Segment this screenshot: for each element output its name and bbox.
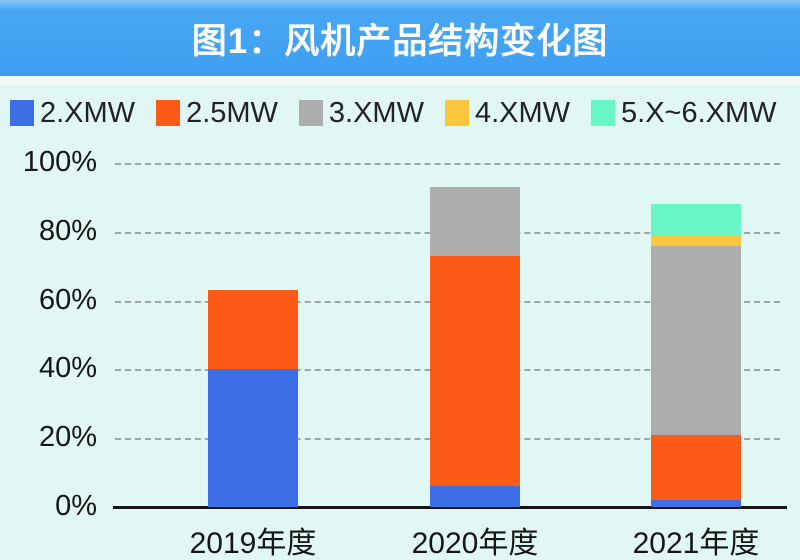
bar-2021年度-segment-4.XMW [651, 235, 741, 246]
bar-2020年度-segment-2.XMW [430, 486, 520, 507]
legend-label: 2.XMW [40, 96, 136, 129]
legend-label: 3.XMW [328, 96, 424, 129]
bar-2021年度-segment-2.5MW [651, 434, 741, 501]
y-tick-label: 60% [38, 283, 97, 316]
bar-2019年度-segment-2.XMW [208, 369, 298, 507]
legend-label: 5.X~6.XMW [621, 96, 777, 129]
legend-label: 2.5MW [186, 96, 278, 129]
bar-2021年度-segment-3.XMW [651, 245, 741, 435]
bar-2021年度-segment-5.X~6.XMW [651, 204, 741, 236]
y-tick-label: 80% [38, 214, 97, 247]
legend-item-4: 4.XMW [444, 96, 571, 130]
header-divider [0, 76, 800, 85]
y-tick-label: 20% [38, 421, 97, 454]
legend-item-1: 2.XMW [10, 97, 135, 130]
y-tick-label: 0% [55, 489, 97, 522]
legend-item-2: 2.5MW [156, 97, 278, 130]
orange-square-icon [156, 100, 181, 126]
x-axis-line [113, 506, 787, 509]
legend-label: 4.XMW [474, 96, 571, 129]
yellow-square-icon [444, 100, 469, 126]
mint-square-icon [591, 100, 616, 126]
x-axis-label-2021年度: 2021年度 [632, 527, 760, 560]
bar-2019年度-segment-2.5MW [208, 290, 298, 370]
legend-item-3: 3.XMW [298, 96, 424, 130]
bar-2021年度-segment-2.XMW [651, 500, 741, 507]
bar-2020年度-segment-3.XMW [430, 187, 520, 256]
y-tick-label: 40% [38, 352, 97, 385]
gridline-100pct [115, 163, 780, 165]
legend: 2.XMW 2.5MW 3.XMW 4.XMW 5.X~6.XMW [10, 94, 777, 132]
x-axis-label-2019年度: 2019年度 [189, 527, 317, 560]
blue-square-icon [10, 100, 34, 126]
bar-2020年度-segment-2.5MW [430, 255, 520, 487]
legend-item-5: 5.X~6.XMW [591, 97, 777, 130]
chart-title: 图1：风机产品结构变化图 [191, 21, 609, 61]
gray-square-icon [298, 100, 323, 126]
y-tick-label: 100% [22, 145, 97, 178]
chart-title-bar: 图1：风机产品结构变化图 [0, 0, 800, 76]
x-axis-label-2020年度: 2020年度 [411, 527, 539, 560]
